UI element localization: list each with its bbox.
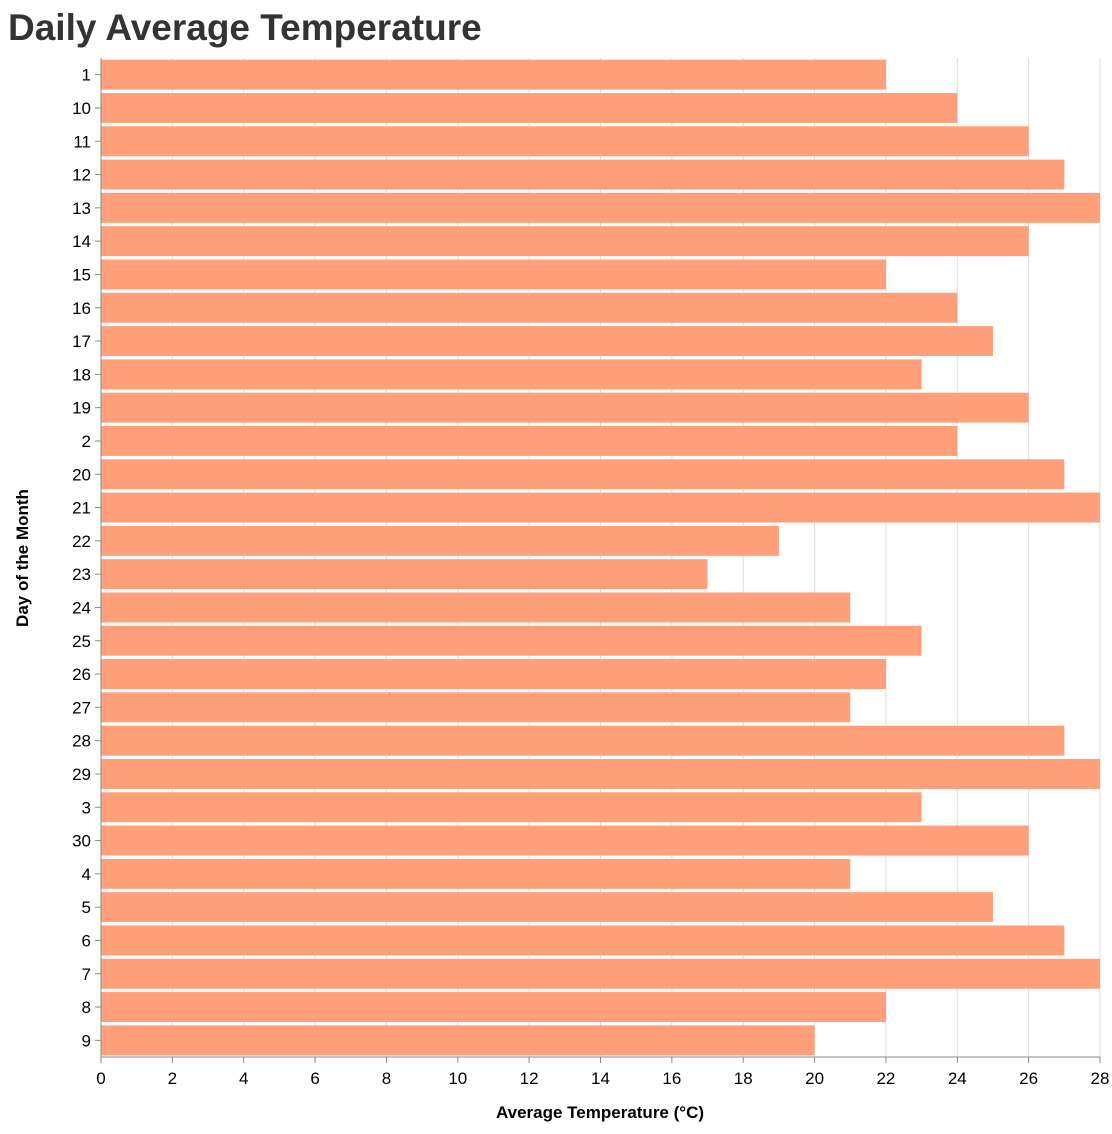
y-tick-label: 11: [73, 132, 91, 151]
bar-day-5: [101, 892, 993, 923]
bar-day-16: [101, 292, 958, 323]
x-tick-label: 8: [382, 1069, 391, 1088]
y-tick-label: 26: [72, 665, 91, 684]
x-tick-label: 10: [448, 1069, 467, 1088]
bar-day-9: [101, 1025, 815, 1056]
bar-day-20: [101, 459, 1065, 490]
bar-day-10: [101, 92, 958, 123]
y-tick-label: 7: [82, 965, 91, 984]
x-axis-title: Average Temperature (°C): [496, 1103, 704, 1122]
bar-day-4: [101, 858, 851, 889]
y-tick-label: 24: [72, 598, 91, 617]
bar-day-13: [101, 192, 1100, 223]
y-tick-label: 22: [72, 532, 91, 551]
y-tick-label: 14: [72, 232, 91, 251]
bar-day-12: [101, 159, 1065, 190]
bar-day-30: [101, 825, 1029, 856]
y-tick-label: 17: [72, 332, 91, 351]
y-tick-label: 3: [82, 798, 91, 817]
y-axis-title: Day of the Month: [13, 489, 32, 627]
y-tick-label: 10: [72, 99, 91, 118]
bar-day-21: [101, 492, 1100, 523]
y-tick-label: 20: [72, 465, 91, 484]
y-axis: 1 10 11 12 13 14 15 16 17 18 19 2 20 21 22 23 24 25 26 27 28…: [72, 58, 102, 1057]
x-tick-label: 22: [876, 1069, 895, 1088]
bar-day-3: [101, 792, 922, 823]
x-tick-label: 28: [1091, 1069, 1110, 1088]
bar-day-25: [101, 625, 922, 656]
y-tick-label: 5: [82, 898, 91, 917]
gridlines: [100, 58, 1101, 1057]
y-tick-label: 2: [82, 432, 91, 451]
bars: [101, 59, 1100, 1056]
chart-title: Daily Average Temperature: [8, 7, 482, 48]
y-tick-label: 29: [72, 765, 91, 784]
bar-day-28: [101, 725, 1065, 756]
y-tick-label: 15: [72, 265, 91, 284]
bar-day-11: [101, 126, 1029, 157]
bar-day-7: [101, 958, 1100, 989]
y-tick-label: 28: [72, 732, 91, 751]
y-tick-label: 6: [82, 931, 91, 950]
y-tick-label: 16: [72, 299, 91, 318]
x-tick-label: 2: [168, 1069, 177, 1088]
bar-day-19: [101, 392, 1029, 423]
y-tick-label: 9: [82, 1031, 91, 1050]
x-tick-label: 0: [96, 1069, 105, 1088]
y-tick-label: 23: [72, 565, 91, 584]
bar-day-1: [101, 59, 886, 90]
y-tick-label: 1: [82, 66, 91, 85]
bar-day-14: [101, 226, 1029, 257]
bar-day-6: [101, 925, 1065, 956]
bar-day-26: [101, 659, 886, 690]
y-tick-label: 25: [72, 632, 91, 651]
y-tick-label: 19: [72, 399, 91, 418]
bar-day-27: [101, 692, 851, 723]
x-tick-label: 24: [948, 1069, 967, 1088]
x-tick-label: 4: [239, 1069, 248, 1088]
y-tick-label: 21: [72, 499, 91, 518]
x-tick-label: 6: [310, 1069, 319, 1088]
bar-day-15: [101, 259, 886, 290]
y-tick-label: 27: [72, 698, 91, 717]
x-tick-label: 16: [662, 1069, 681, 1088]
bar-day-18: [101, 359, 922, 390]
x-tick-label: 26: [1019, 1069, 1038, 1088]
bar-day-24: [101, 592, 851, 623]
bar-day-17: [101, 326, 993, 357]
bar-day-8: [101, 992, 886, 1023]
y-tick-label: 13: [72, 199, 91, 218]
y-tick-label: 12: [72, 166, 91, 185]
x-axis: 0 2 4 6 8 10 12 14 16 18 20 22 24 26 28: [96, 1056, 1110, 1088]
x-tick-label: 12: [520, 1069, 539, 1088]
x-tick-label: 18: [734, 1069, 753, 1088]
y-tick-label: 4: [82, 865, 91, 884]
bar-day-2: [101, 425, 958, 456]
y-tick-label: 30: [72, 832, 91, 851]
bar-day-22: [101, 525, 779, 556]
bar-day-23: [101, 559, 708, 590]
bar-day-29: [101, 758, 1100, 789]
y-tick-label: 18: [72, 365, 91, 384]
y-tick-label: 8: [82, 998, 91, 1017]
x-tick-label: 20: [805, 1069, 824, 1088]
x-tick-label: 14: [591, 1069, 610, 1088]
